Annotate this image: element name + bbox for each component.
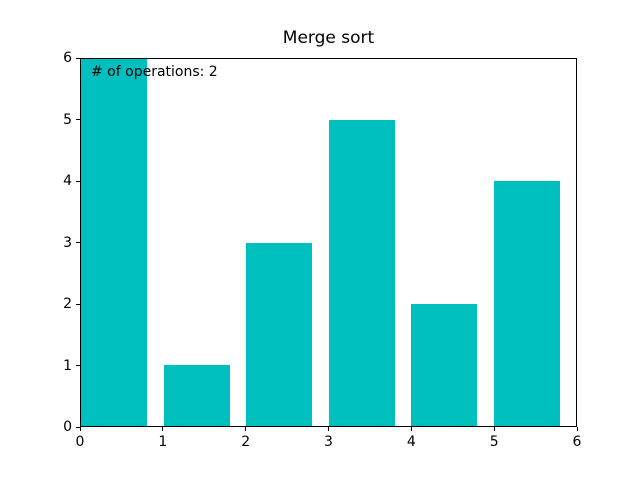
y-tick-mark-3 [76,242,80,243]
x-tick-mark-0 [79,427,81,431]
bar-x3 [328,120,395,426]
y-tick-label-2: 2 [63,296,72,312]
x-tick-label-3: 3 [324,434,333,450]
x-tick-label-0: 0 [75,434,85,450]
chart-title: Merge sort [282,28,375,48]
y-tick-mark-1 [76,365,80,366]
x-tick-mark-3 [328,427,329,431]
x-tick-label-2: 2 [241,434,251,450]
x-tick-label-5: 5 [489,434,499,450]
bar-x4 [411,303,477,426]
y-tick-label-4: 4 [63,173,72,189]
x-tick-mark-2 [245,427,247,431]
y-tick-mark-5 [76,119,80,120]
y-tick-mark-0 [76,426,80,428]
y-tick-mark-4 [76,180,80,182]
bar-x5 [493,181,560,426]
x-tick-mark-1 [162,427,164,431]
x-tick-mark-6 [576,427,578,431]
x-tick-label-6: 6 [572,434,582,450]
y-tick-mark-6 [76,57,80,59]
y-tick-mark-2 [76,303,80,305]
y-tick-label-3: 3 [63,234,72,251]
x-tick-label-1: 1 [158,434,168,450]
operations-annotation: # of operations: 2 [91,64,218,80]
bar-x0 [81,59,147,426]
y-tick-label-6: 6 [63,50,72,66]
x-tick-label-4: 4 [406,434,416,450]
plot-area: # of operations: 2 [80,58,577,427]
bar-x1 [163,364,230,426]
y-tick-label-0: 0 [63,419,72,435]
y-tick-label-5: 5 [63,111,72,128]
x-tick-mark-5 [493,427,495,431]
bar-x2 [246,242,312,426]
x-tick-mark-4 [410,427,412,431]
y-tick-label-1: 1 [63,357,72,374]
